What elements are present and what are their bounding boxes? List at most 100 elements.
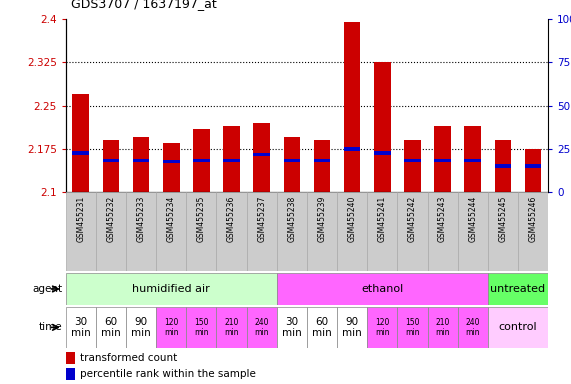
FancyBboxPatch shape <box>277 307 307 348</box>
FancyBboxPatch shape <box>186 307 216 348</box>
Bar <box>374 62 391 192</box>
FancyBboxPatch shape <box>397 307 428 348</box>
Text: untreated: untreated <box>490 284 545 294</box>
Bar <box>464 126 481 192</box>
FancyBboxPatch shape <box>216 307 247 348</box>
Bar <box>494 164 511 168</box>
Text: GSM455240: GSM455240 <box>348 196 357 242</box>
Bar <box>435 159 451 162</box>
Text: 30
min: 30 min <box>282 316 301 338</box>
Text: 120
min: 120 min <box>375 318 389 337</box>
FancyBboxPatch shape <box>488 273 548 305</box>
Text: GSM455235: GSM455235 <box>197 196 206 242</box>
Text: GSM455239: GSM455239 <box>317 196 327 242</box>
Text: GSM455246: GSM455246 <box>529 196 537 242</box>
Bar <box>193 159 210 162</box>
Bar <box>223 126 240 192</box>
Text: GSM455232: GSM455232 <box>106 196 115 242</box>
Text: percentile rank within the sample: percentile rank within the sample <box>80 369 256 379</box>
FancyBboxPatch shape <box>156 307 186 348</box>
Bar <box>344 22 360 192</box>
Bar <box>525 149 541 192</box>
FancyBboxPatch shape <box>247 192 277 271</box>
Bar <box>344 147 360 151</box>
Bar <box>66 368 75 381</box>
Bar <box>163 160 179 163</box>
FancyBboxPatch shape <box>337 192 367 271</box>
Bar <box>494 140 511 192</box>
Bar <box>133 159 150 162</box>
Text: 60
min: 60 min <box>101 316 121 338</box>
Text: 150
min: 150 min <box>194 318 208 337</box>
FancyBboxPatch shape <box>458 307 488 348</box>
Bar <box>284 159 300 162</box>
Text: GSM455241: GSM455241 <box>378 196 387 242</box>
FancyBboxPatch shape <box>307 192 337 271</box>
Bar <box>66 352 75 364</box>
Text: GSM455234: GSM455234 <box>167 196 176 242</box>
FancyBboxPatch shape <box>367 307 397 348</box>
FancyBboxPatch shape <box>428 192 458 271</box>
Bar <box>254 153 270 156</box>
FancyBboxPatch shape <box>247 307 277 348</box>
Bar <box>313 140 330 192</box>
FancyBboxPatch shape <box>186 192 216 271</box>
Bar <box>103 140 119 192</box>
Text: GSM455233: GSM455233 <box>136 196 146 242</box>
FancyBboxPatch shape <box>96 307 126 348</box>
Text: 120
min: 120 min <box>164 318 179 337</box>
Bar <box>103 159 119 162</box>
Text: 240
min: 240 min <box>465 318 480 337</box>
Text: 90
min: 90 min <box>131 316 151 338</box>
Text: time: time <box>39 322 63 333</box>
Text: GSM455245: GSM455245 <box>498 196 508 242</box>
FancyBboxPatch shape <box>277 192 307 271</box>
Bar <box>404 159 421 162</box>
FancyBboxPatch shape <box>156 192 186 271</box>
Bar <box>284 137 300 192</box>
FancyBboxPatch shape <box>428 307 458 348</box>
FancyBboxPatch shape <box>96 192 126 271</box>
FancyBboxPatch shape <box>66 273 277 305</box>
FancyBboxPatch shape <box>518 192 548 271</box>
Text: GSM455237: GSM455237 <box>257 196 266 242</box>
Text: GSM455242: GSM455242 <box>408 196 417 242</box>
FancyBboxPatch shape <box>126 307 156 348</box>
FancyBboxPatch shape <box>277 273 488 305</box>
Text: agent: agent <box>33 284 63 294</box>
FancyBboxPatch shape <box>126 192 156 271</box>
Text: GSM455244: GSM455244 <box>468 196 477 242</box>
FancyBboxPatch shape <box>66 307 96 348</box>
Bar <box>223 159 240 162</box>
Bar <box>313 159 330 162</box>
Bar <box>435 126 451 192</box>
FancyBboxPatch shape <box>488 307 548 348</box>
Bar <box>525 164 541 168</box>
Text: GSM455236: GSM455236 <box>227 196 236 242</box>
Bar <box>133 137 150 192</box>
FancyBboxPatch shape <box>458 192 488 271</box>
Text: GSM455231: GSM455231 <box>77 196 85 242</box>
Bar <box>73 94 89 192</box>
Bar <box>163 143 179 192</box>
Text: GDS3707 / 1637197_at: GDS3707 / 1637197_at <box>71 0 217 10</box>
Text: transformed count: transformed count <box>80 353 177 363</box>
FancyBboxPatch shape <box>216 192 247 271</box>
Text: control: control <box>498 322 537 333</box>
Text: 150
min: 150 min <box>405 318 420 337</box>
Text: GSM455243: GSM455243 <box>438 196 447 242</box>
FancyBboxPatch shape <box>337 307 367 348</box>
Text: GSM455238: GSM455238 <box>287 196 296 242</box>
Text: 240
min: 240 min <box>255 318 269 337</box>
Text: 30
min: 30 min <box>71 316 91 338</box>
Text: 210
min: 210 min <box>435 318 450 337</box>
Bar <box>464 159 481 162</box>
FancyBboxPatch shape <box>307 307 337 348</box>
FancyBboxPatch shape <box>66 192 96 271</box>
Text: 90
min: 90 min <box>342 316 362 338</box>
Text: 210
min: 210 min <box>224 318 239 337</box>
Bar <box>193 129 210 192</box>
Text: humidified air: humidified air <box>132 284 210 294</box>
Bar <box>404 140 421 192</box>
Bar <box>73 151 89 154</box>
